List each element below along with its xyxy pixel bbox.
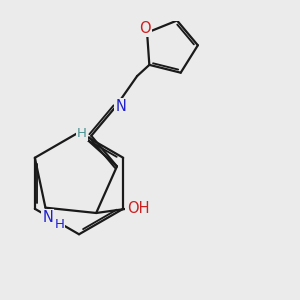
Text: N: N <box>116 99 126 114</box>
Text: OH: OH <box>127 201 149 216</box>
Text: H: H <box>55 218 64 231</box>
Text: O: O <box>139 21 151 36</box>
Text: H: H <box>76 127 86 140</box>
Text: N: N <box>42 210 53 225</box>
